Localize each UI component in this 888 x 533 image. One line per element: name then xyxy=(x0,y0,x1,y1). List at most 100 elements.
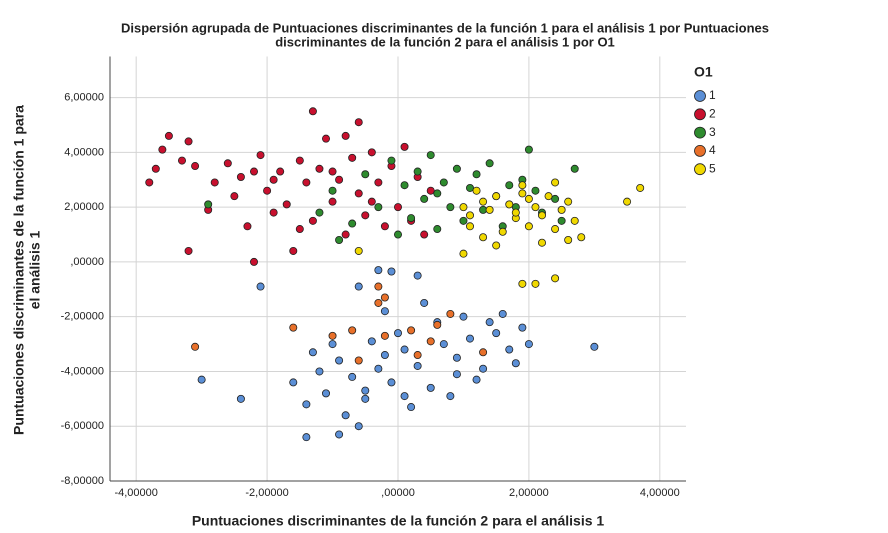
point xyxy=(433,225,442,234)
point xyxy=(551,194,560,203)
point xyxy=(328,331,337,340)
point xyxy=(518,279,527,288)
point xyxy=(348,153,357,162)
point xyxy=(374,203,383,212)
legend-marker xyxy=(694,108,706,121)
point xyxy=(492,241,501,250)
point xyxy=(465,334,474,343)
point xyxy=(348,326,357,335)
point xyxy=(570,164,579,173)
legend-marker xyxy=(694,144,706,157)
point xyxy=(354,118,363,127)
point xyxy=(387,267,396,276)
point xyxy=(538,211,547,220)
point xyxy=(249,257,258,266)
point xyxy=(236,394,245,403)
point xyxy=(335,356,344,365)
point xyxy=(204,200,213,209)
point xyxy=(380,331,389,340)
point xyxy=(505,200,514,209)
point xyxy=(289,378,298,387)
point xyxy=(335,235,344,244)
point xyxy=(531,186,540,195)
point xyxy=(302,400,311,409)
y-tick-label: ,00000 xyxy=(70,256,104,268)
point xyxy=(420,298,429,307)
point xyxy=(354,282,363,291)
y-tick-label: 6,00000 xyxy=(64,91,104,103)
y-tick-label: 2,00000 xyxy=(64,201,104,213)
point xyxy=(191,342,200,351)
legend-marker xyxy=(694,163,706,176)
point xyxy=(505,181,514,190)
point xyxy=(387,378,396,387)
point xyxy=(308,348,317,357)
point xyxy=(465,222,474,231)
x-tick-label: 4,00000 xyxy=(640,487,680,499)
point xyxy=(400,345,409,354)
point xyxy=(151,164,160,173)
point xyxy=(184,137,193,146)
point xyxy=(459,203,468,212)
point xyxy=(492,329,501,338)
point xyxy=(557,216,566,225)
point xyxy=(465,211,474,220)
point xyxy=(354,422,363,431)
point xyxy=(433,189,442,198)
point xyxy=(380,222,389,231)
point xyxy=(354,356,363,365)
point xyxy=(230,192,239,201)
point xyxy=(308,216,317,225)
point xyxy=(289,323,298,332)
point xyxy=(511,208,520,217)
legend-label: 3 xyxy=(709,125,716,139)
point xyxy=(413,271,422,280)
y-axis-label: Puntuaciones discriminantes de la funció… xyxy=(11,105,27,435)
point xyxy=(426,151,435,160)
point xyxy=(158,145,167,154)
point xyxy=(341,230,350,239)
point xyxy=(341,411,350,420)
point xyxy=(544,192,553,201)
point xyxy=(197,375,206,384)
point xyxy=(426,186,435,195)
point xyxy=(354,246,363,255)
x-tick-label: -4,00000 xyxy=(114,487,157,499)
point xyxy=(348,219,357,228)
point xyxy=(479,205,488,214)
point xyxy=(636,183,645,192)
point xyxy=(328,197,337,206)
point xyxy=(263,186,272,195)
point xyxy=(236,173,245,182)
point xyxy=(485,318,494,327)
legend-title: O1 xyxy=(694,64,713,80)
point xyxy=(348,372,357,381)
point xyxy=(321,389,330,398)
point xyxy=(282,200,291,209)
point xyxy=(459,312,468,321)
point xyxy=(177,156,186,165)
point xyxy=(361,211,370,220)
point xyxy=(433,320,442,329)
point xyxy=(452,353,461,362)
point xyxy=(564,197,573,206)
point xyxy=(413,167,422,176)
point xyxy=(191,162,200,171)
point xyxy=(145,178,154,187)
point xyxy=(524,340,533,349)
point xyxy=(400,181,409,190)
y-axis-label: el análisis 1 xyxy=(27,230,43,309)
point xyxy=(328,340,337,349)
point xyxy=(492,192,501,201)
legend-marker xyxy=(694,126,706,139)
point xyxy=(249,167,258,176)
chart-title: discriminantes de la función 2 para el a… xyxy=(275,34,615,49)
point xyxy=(400,392,409,401)
point xyxy=(367,148,376,157)
x-axis-label: Puntuaciones discriminantes de la funció… xyxy=(192,513,605,529)
point xyxy=(335,175,344,184)
y-tick-label: -4,00000 xyxy=(61,365,104,377)
y-tick-label: 4,00000 xyxy=(64,146,104,158)
point xyxy=(361,386,370,395)
point xyxy=(407,403,416,412)
